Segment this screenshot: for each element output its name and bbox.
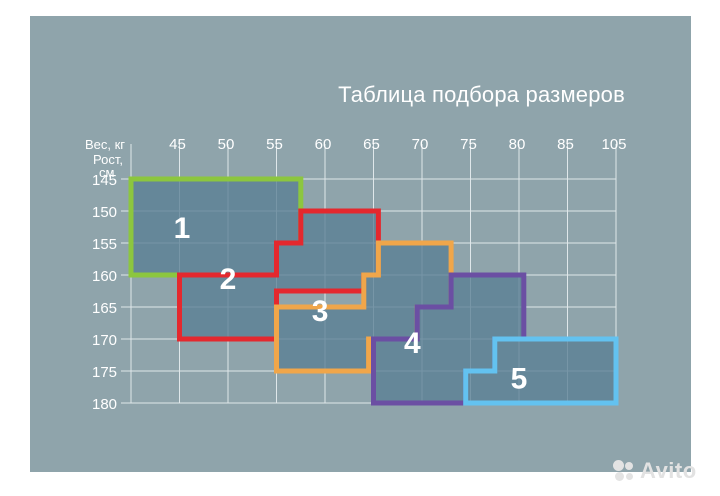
y-axis-label: Рост, [93, 152, 123, 167]
weight-tick-label: 50 [218, 136, 235, 153]
size-chart-panel: 1 2 3 4 5 Вес, кг 45 50 55 60 65 70 75 80 85 105 Рост, см… [30, 16, 691, 472]
size-label-3: 3 [312, 295, 329, 328]
weight-tick-label: 80 [509, 136, 526, 153]
height-tick-label: 170 [92, 332, 117, 349]
height-tick-label: 155 [92, 236, 117, 253]
height-tick-label: 145 [92, 172, 117, 189]
height-tick-label: 175 [92, 364, 117, 381]
weight-tick-label: 105 [601, 136, 626, 153]
avito-dots-icon [613, 460, 637, 482]
weight-tick-label: 45 [169, 136, 186, 153]
size-region-5 [463, 336, 619, 406]
size-label-4: 4 [404, 327, 421, 360]
size-label-5: 5 [511, 362, 528, 395]
height-tick-label: 150 [92, 204, 117, 221]
weight-tick-label: 65 [363, 136, 380, 153]
y-axis-unit: см [99, 165, 115, 180]
watermark-text: Avito [640, 458, 697, 483]
weight-tick-label: 75 [460, 136, 477, 153]
height-tick-label: 160 [92, 268, 117, 285]
height-tick-label: 165 [92, 300, 117, 317]
size-label-1: 1 [174, 212, 191, 245]
chart-title: Таблица подбора размеров [338, 82, 625, 107]
weight-tick-label: 85 [557, 136, 574, 153]
x-axis-label: Вес, кг [85, 137, 125, 152]
watermark: Avito [613, 458, 697, 484]
weight-tick-label: 55 [266, 136, 283, 153]
height-tick-label: 180 [92, 396, 117, 413]
weight-tick-label: 60 [315, 136, 332, 153]
size-label-2: 2 [220, 263, 237, 296]
weight-tick-label: 70 [412, 136, 429, 153]
